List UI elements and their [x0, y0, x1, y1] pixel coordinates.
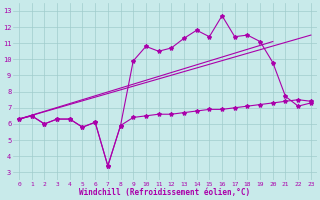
- X-axis label: Windchill (Refroidissement éolien,°C): Windchill (Refroidissement éolien,°C): [79, 188, 251, 197]
